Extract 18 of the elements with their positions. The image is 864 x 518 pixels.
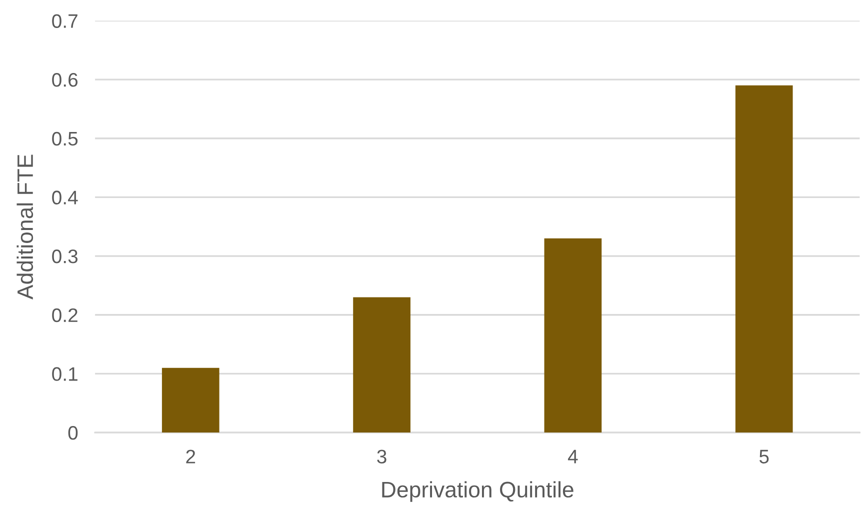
y-tick-label: 0.7: [52, 14, 78, 28]
y-tick-label: 0: [68, 426, 78, 440]
x-tick-label: 3: [377, 450, 386, 464]
bar: [735, 85, 793, 433]
y-tick-label: 0.5: [52, 132, 78, 146]
x-tick-label: 4: [568, 450, 578, 464]
x-tick-label: 5: [759, 450, 769, 464]
bar: [162, 368, 220, 433]
bar: [353, 297, 410, 433]
x-tick-label: 2: [186, 450, 196, 464]
y-axis-title: Additional FTE: [16, 154, 34, 300]
y-tick-label: 0.6: [52, 73, 78, 87]
y-tick-label: 0.3: [52, 250, 78, 264]
y-tick-label: 0.4: [52, 190, 78, 204]
y-tick-label: 0.2: [52, 308, 78, 322]
bar: [544, 238, 602, 433]
y-tick-label: 0.1: [52, 367, 78, 381]
x-axis-title: Deprivation Quintile: [382, 481, 574, 502]
